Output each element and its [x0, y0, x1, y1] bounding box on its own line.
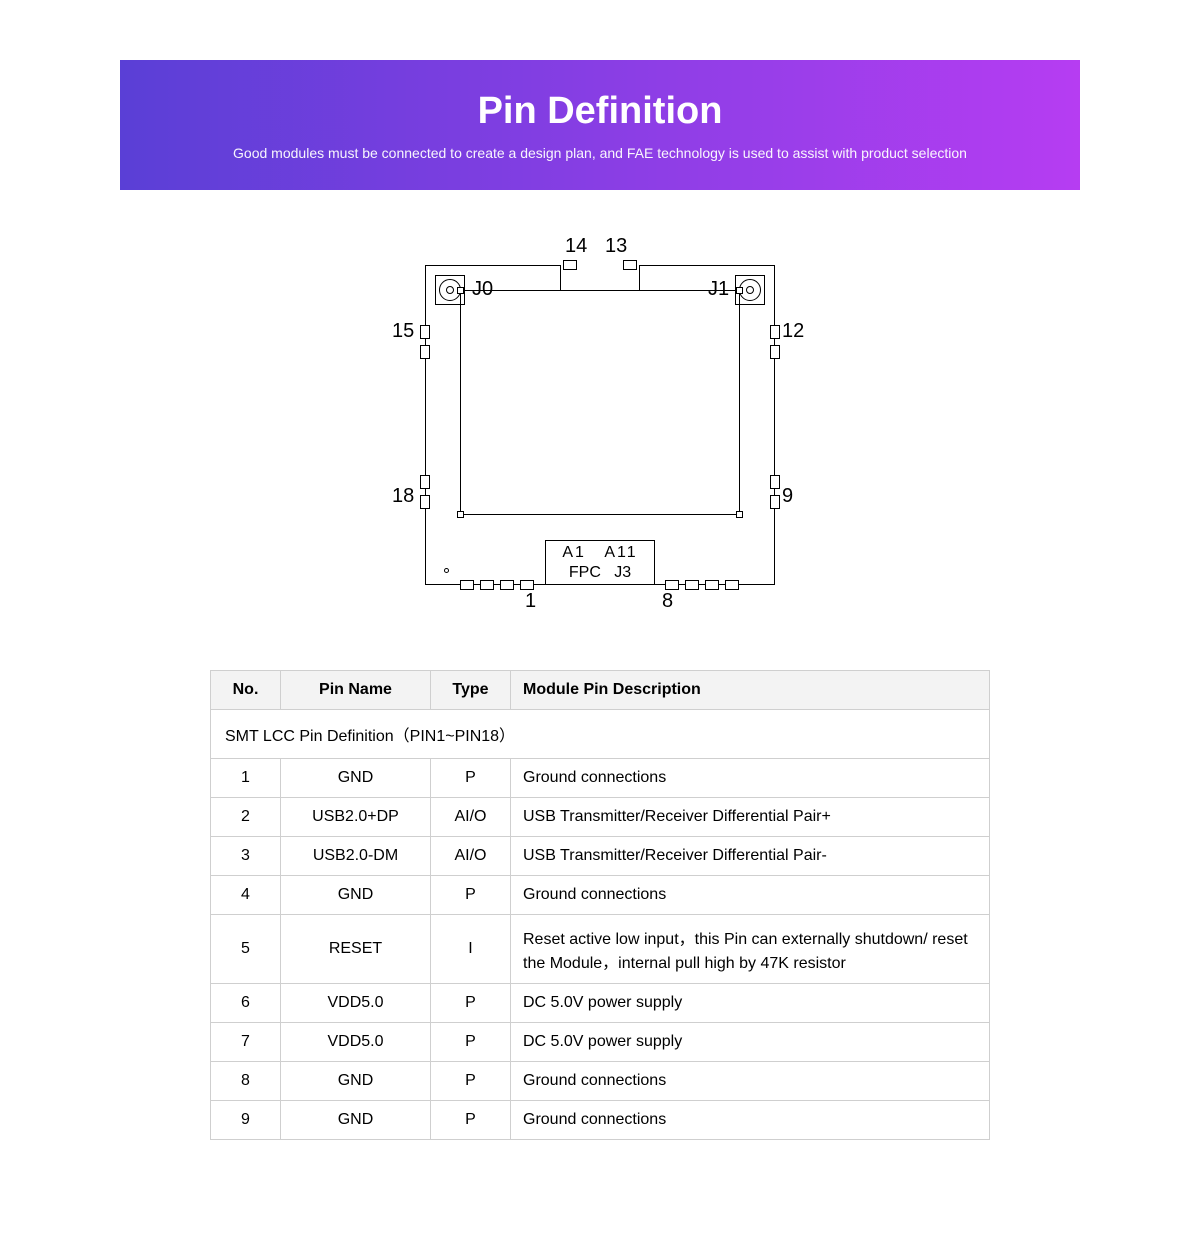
cell-name: GND [281, 876, 431, 915]
cell-type: AI/O [431, 837, 511, 876]
cell-no: 9 [211, 1101, 281, 1140]
cell-type: P [431, 759, 511, 798]
cell-type: P [431, 1062, 511, 1101]
pad-bottom [500, 580, 514, 590]
pad-bottom [685, 580, 699, 590]
cell-name: GND [281, 1062, 431, 1101]
label-a11: A11 [604, 544, 637, 561]
label-a1: A1 [562, 544, 586, 561]
cell-name: GND [281, 1101, 431, 1140]
pad-left [420, 475, 430, 489]
cell-name: RESET [281, 915, 431, 984]
cell-type: AI/O [431, 798, 511, 837]
pad-left [420, 325, 430, 339]
cell-desc: DC 5.0V power supply [511, 1023, 990, 1062]
cell-no: 6 [211, 984, 281, 1023]
table-row: 6VDD5.0PDC 5.0V power supply [211, 984, 990, 1023]
cell-type: P [431, 876, 511, 915]
table-row: 2USB2.0+DPAI/OUSB Transmitter/Receiver D… [211, 798, 990, 837]
cell-no: 3 [211, 837, 281, 876]
label-pin9: 9 [782, 485, 793, 508]
cell-no: 4 [211, 876, 281, 915]
cell-no: 1 [211, 759, 281, 798]
cell-type: I [431, 915, 511, 984]
cell-desc: USB Transmitter/Receiver Differential Pa… [511, 837, 990, 876]
table-row: 5RESETIReset active low input，this Pin c… [211, 915, 990, 984]
pad-bottom [480, 580, 494, 590]
pad-top [623, 260, 637, 270]
banner-subtitle: Good modules must be connected to create… [233, 145, 967, 161]
cell-name: USB2.0-DM [281, 837, 431, 876]
cell-desc: Ground connections [511, 1101, 990, 1140]
pad-right [770, 475, 780, 489]
col-header-type: Type [431, 671, 511, 710]
table-row: 4GNDPGround connections [211, 876, 990, 915]
label-pin8: 8 [662, 590, 673, 613]
col-header-desc: Module Pin Description [511, 671, 990, 710]
label-pin14: 14 [565, 235, 587, 258]
cell-desc: Ground connections [511, 876, 990, 915]
cell-desc: Reset active low input，this Pin can exte… [511, 915, 990, 984]
cell-name: VDD5.0 [281, 1023, 431, 1062]
inner-rectangle [460, 290, 740, 515]
label-j1: J1 [708, 278, 729, 301]
corner-notch [736, 287, 743, 294]
cell-desc: USB Transmitter/Receiver Differential Pa… [511, 798, 990, 837]
banner-title: Pin Definition [478, 90, 723, 133]
cell-desc: Ground connections [511, 1062, 990, 1101]
pad-right [770, 495, 780, 509]
pad-bottom [705, 580, 719, 590]
corner-notch [457, 287, 464, 294]
pad-bottom [665, 580, 679, 590]
pin1-dot-icon [444, 568, 449, 573]
pad-left [420, 495, 430, 509]
cell-type: P [431, 984, 511, 1023]
label-j0: J0 [472, 278, 493, 301]
table-section-row: SMT LCC Pin Definition（PIN1~PIN18） [211, 710, 990, 759]
pad-top [563, 260, 577, 270]
cell-desc: Ground connections [511, 759, 990, 798]
col-header-name: Pin Name [281, 671, 431, 710]
cell-type: P [431, 1023, 511, 1062]
section-label: SMT LCC Pin Definition（PIN1~PIN18） [211, 710, 990, 759]
label-pin1: 1 [525, 590, 536, 613]
cell-desc: DC 5.0V power supply [511, 984, 990, 1023]
pad-right [770, 325, 780, 339]
cell-no: 5 [211, 915, 281, 984]
corner-notch [457, 511, 464, 518]
cell-no: 7 [211, 1023, 281, 1062]
pin-definition-table: No. Pin Name Type Module Pin Description… [210, 670, 990, 1140]
header-banner: Pin Definition Good modules must be conn… [120, 60, 1080, 190]
pad-bottom [520, 580, 534, 590]
label-fpc: FPC [569, 564, 601, 581]
pad-bottom [725, 580, 739, 590]
corner-notch [736, 511, 743, 518]
cell-no: 2 [211, 798, 281, 837]
table-row: 1GNDPGround connections [211, 759, 990, 798]
fpc-connector-box: A1 A11 FPC J3 [545, 540, 655, 585]
table-header-row: No. Pin Name Type Module Pin Description [211, 671, 990, 710]
pad-right [770, 345, 780, 359]
module-diagram: J0 J1 14 13 15 12 18 9 1 8 A1 A11 FPC J3 [350, 230, 850, 630]
cell-no: 8 [211, 1062, 281, 1101]
cell-name: GND [281, 759, 431, 798]
label-pin13: 13 [605, 235, 627, 258]
cell-type: P [431, 1101, 511, 1140]
pad-left [420, 345, 430, 359]
table-row: 3USB2.0-DMAI/OUSB Transmitter/Receiver D… [211, 837, 990, 876]
pad-bottom [460, 580, 474, 590]
col-header-no: No. [211, 671, 281, 710]
table-row: 9GNDPGround connections [211, 1101, 990, 1140]
cell-name: VDD5.0 [281, 984, 431, 1023]
label-pin18: 18 [392, 485, 414, 508]
label-pin15: 15 [392, 320, 414, 343]
cell-name: USB2.0+DP [281, 798, 431, 837]
label-pin12: 12 [782, 320, 804, 343]
table-row: 7VDD5.0PDC 5.0V power supply [211, 1023, 990, 1062]
label-j3: J3 [614, 564, 631, 581]
table-row: 8GNDPGround connections [211, 1062, 990, 1101]
